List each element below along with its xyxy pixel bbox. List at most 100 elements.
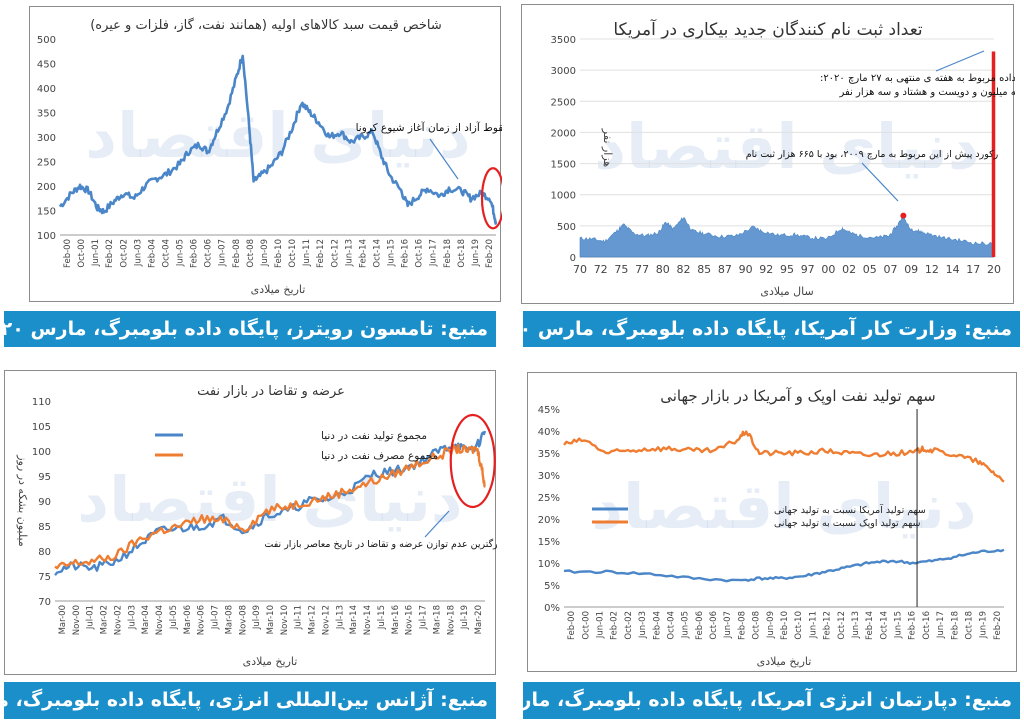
- source-bar-commodity: منبع: تامسون رویترز، پایگاه داده بلومبرگ…: [4, 311, 496, 347]
- x-tick-label: Jun-05: [681, 611, 691, 639]
- y-tick-label: 100: [32, 447, 51, 458]
- annotation-arrow: [935, 50, 985, 72]
- x-tick-label: 05: [863, 263, 877, 276]
- y-tick-label: 500: [557, 222, 576, 233]
- x-tick-label: Oct-16: [922, 611, 932, 640]
- x-tick-label: Oct-10: [288, 239, 298, 268]
- watermark-text: دنیای اقتصاد: [77, 463, 462, 536]
- y-tick-label: 45%: [538, 405, 560, 416]
- x-tick-label: Oct-08: [752, 611, 762, 640]
- x-tick-label: Oct-02: [624, 611, 634, 640]
- y-tick-label: 150: [37, 207, 56, 218]
- x-tick-label: Feb-16: [908, 611, 918, 640]
- y-tick-label: 95: [38, 472, 51, 483]
- annotation-text: سقوط آزاد از زمان آغاز شیوع کرونا: [356, 121, 502, 134]
- annotation-text: بزرگترین عدم توازن عرضه و تقاضا در تاریخ…: [264, 538, 497, 550]
- x-tick-label: Oct-00: [581, 611, 591, 640]
- chart-title: شاخص قیمت سبد کالاهای اولیه (همانند نفت،…: [90, 17, 442, 33]
- x-tick-label: Jun-05: [176, 239, 186, 267]
- x-tick-label: Mar-06: [183, 605, 193, 634]
- x-tick-label: Feb-12: [823, 611, 833, 640]
- x-axis-label: تاریخ میلادی: [251, 283, 306, 296]
- x-tick-label: 17: [966, 263, 980, 276]
- x-tick-label: Mar-12: [308, 605, 318, 634]
- x-tick-label: Jun-17: [936, 611, 946, 639]
- y-tick-label: 250: [37, 158, 56, 169]
- legend-label: سهم تولید آمریکا نسبت به تولید جهانی: [774, 503, 926, 516]
- x-tick-label: Nov-18: [446, 605, 456, 635]
- y-tick-label: 110: [32, 397, 51, 408]
- x-tick-label: 87: [718, 263, 732, 276]
- x-tick-label: 97: [801, 263, 815, 276]
- x-tick-label: Feb-14: [865, 611, 875, 640]
- x-tick-label: Jun-17: [429, 239, 439, 267]
- y-tick-label: 20%: [538, 515, 560, 526]
- source-bar-share: منبع: دپارتمان انرژی آمریکا، پایگاه داده…: [523, 682, 1020, 719]
- x-tick-label: Nov-06: [197, 605, 207, 635]
- x-tick-label: Feb-20: [993, 611, 1003, 640]
- x-tick-label: Feb-20: [485, 239, 495, 268]
- y-tick-label: 40%: [538, 427, 560, 438]
- x-tick-label: Oct-08: [246, 239, 256, 268]
- us-share-line: [563, 548, 1005, 583]
- x-tick-label: Jul-03: [127, 605, 137, 630]
- jobless-chart: دنیای اقتصاد تعداد ثبت نام کنندگان جدید ب…: [551, 18, 1015, 298]
- x-tick-label: Feb-06: [695, 611, 705, 640]
- x-tick-label: Feb-00: [567, 611, 577, 640]
- x-tick-label: Oct-12: [330, 239, 340, 268]
- y-tick-label: 350: [37, 109, 56, 120]
- x-tick-label: 95: [780, 263, 794, 276]
- x-tick-label: Oct-06: [709, 611, 719, 640]
- y-tick-label: 25%: [538, 493, 560, 504]
- x-tick-label: 12: [925, 263, 939, 276]
- x-tick-label: Nov-10: [280, 605, 290, 635]
- x-tick-label: Jun-09: [766, 611, 776, 639]
- x-tick-label: Jun-11: [302, 239, 312, 267]
- jobless-claims-area: [579, 215, 995, 258]
- x-tick-label: Mar-16: [391, 605, 401, 634]
- x-tick-label: Feb-12: [316, 239, 326, 268]
- x-tick-label: Feb-08: [737, 611, 747, 640]
- x-tick-label: Jun-15: [387, 239, 397, 267]
- y-axis-label: هزار نفر: [601, 128, 614, 168]
- x-tick-label: Jun-01: [595, 611, 605, 639]
- y-tick-label: 70: [38, 597, 51, 608]
- x-tick-label: Mar-02: [100, 605, 110, 634]
- y-tick-label: 0: [570, 253, 576, 264]
- y-tick-label: 450: [37, 60, 56, 71]
- x-tick-label: 14: [946, 263, 960, 276]
- highlight-circle: [480, 167, 502, 230]
- x-tick-label: Nov-02: [113, 605, 123, 635]
- annotation-arrow: [861, 162, 899, 202]
- y-tick-label: 90: [38, 497, 51, 508]
- y-tick-label: 1500: [551, 160, 576, 171]
- x-tick-label: Feb-02: [105, 239, 115, 268]
- share-chart-panel: دنیای اقتصاد سهم تولید نفت اوپک و آمریکا …: [527, 372, 1017, 672]
- opec-share-line: [563, 430, 1005, 483]
- annotation-latest-value: سه میلیون و دویست و هشتاد و سه هزار نفر: [838, 87, 1015, 98]
- legend-label: مجموع مصرف نفت در دنیا: [321, 450, 438, 462]
- x-tick-label: Oct-04: [666, 611, 676, 640]
- x-tick-label: Oct-16: [415, 239, 425, 268]
- x-tick-label: Jun-09: [260, 239, 270, 267]
- x-tick-label: Oct-06: [204, 239, 214, 268]
- y-tick-label: 105: [32, 422, 51, 433]
- x-tick-label: 09: [904, 263, 918, 276]
- x-tick-label: Jun-13: [344, 239, 354, 267]
- chart-title: تعداد ثبت نام کنندگان جدید بیکاری در آمر…: [613, 18, 923, 40]
- x-tick-label: Mar-08: [224, 605, 234, 634]
- peak-2009-marker: [900, 212, 907, 219]
- x-tick-label: Oct-10: [794, 611, 804, 640]
- y-tick-label: 15%: [538, 537, 560, 548]
- legend-label: سهم تولید اوپک نسبت به تولید جهانی: [774, 518, 921, 529]
- commodity-chart: دنیای اقتصاد شاخص قیمت سبد کالاهای اولیه …: [37, 17, 502, 296]
- x-axis-label: تاریخ میلادی: [243, 655, 298, 668]
- x-tick-label: Feb-18: [443, 239, 453, 268]
- x-tick-label: Jul-17: [419, 605, 429, 630]
- y-tick-label: 1000: [551, 191, 576, 202]
- x-tick-label: Feb-16: [401, 239, 411, 268]
- y-tick-label: 100: [37, 231, 56, 242]
- annotation-latest: آخرین داده مربوط به هفته ی منتهی به ۲۷ م…: [820, 71, 1015, 84]
- x-tick-label: Nov-00: [72, 605, 82, 635]
- y-tick-label: 2000: [551, 128, 576, 139]
